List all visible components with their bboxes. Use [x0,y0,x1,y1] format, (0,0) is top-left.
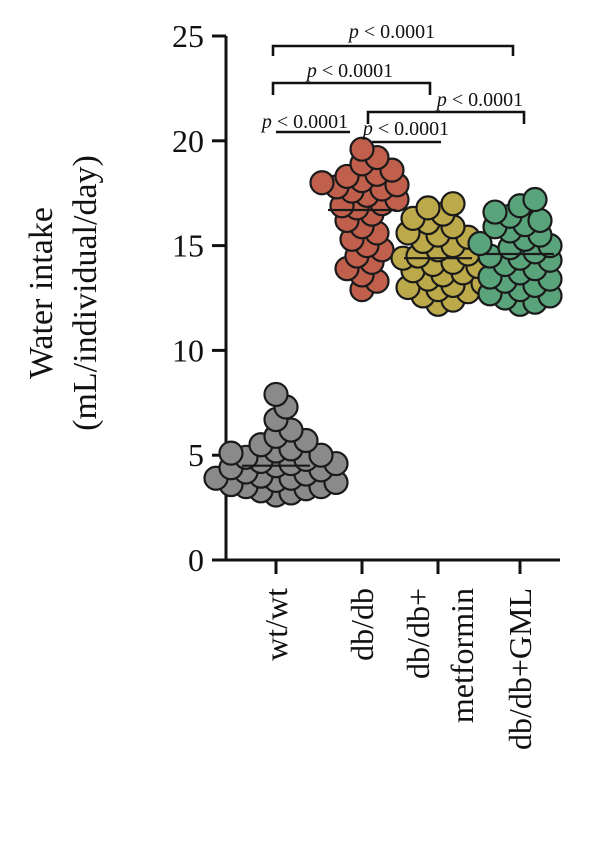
p-value-label-3: p < 0.0001 [260,111,348,133]
point-0-9 [308,442,334,468]
point-3-4 [527,207,553,234]
mean-lines [242,208,554,467]
category-label-2-0: db/db+ [400,588,436,679]
category-labels: wt/wt db/db db/db+ metformin db/db+GML [258,588,538,750]
y-tick-label-25: 25 [172,18,204,54]
bracket-0 [271,44,515,56]
bracket-2 [366,110,526,124]
p-value-text-1: < 0.0001 [317,60,393,82]
point-0-8 [218,440,244,466]
y-axis-title-line2: (mL/individual/day) [67,155,104,431]
p-value-label-4: p < 0.0001 [361,118,449,140]
y-tick-label-20: 20 [172,123,204,159]
p-value-symbol-2: p [435,89,447,111]
point-3-2 [482,199,508,225]
p-value-symbol-3: p [260,111,272,133]
category-label-1-0: db/db [344,588,380,661]
category-label-2-1: metformin [444,588,480,723]
p-value-symbol-0: p [347,21,359,43]
point-2-1 [415,195,441,221]
category-label-0-0: wt/wt [258,588,294,661]
bracket-1 [271,81,432,95]
p-value-label-0: p < 0.0001 [347,21,435,43]
p-value-text-0: < 0.0001 [359,21,435,43]
category-label-3-0: db/db+GML [502,588,538,750]
y-tick-label-15: 15 [172,228,204,264]
axes: 0 5 10 15 20 25 [172,18,560,578]
point-0-0 [263,381,289,408]
p-value-symbol-4: p [361,118,373,140]
data-points [203,136,563,508]
point-1-0 [349,136,375,162]
p-value-text-3: < 0.0001 [272,111,348,133]
p-value-text-4: < 0.0001 [373,118,449,140]
y-tick-label-5: 5 [188,437,204,473]
p-value-symbol-1: p [305,60,317,82]
point-1-6 [309,170,335,196]
p-value-text-2: < 0.0001 [447,89,523,111]
point-3-0 [522,186,548,213]
y-axis-title: Water intake (mL/individual/day) [23,155,104,431]
p-value-label-2: p < 0.0001 [435,89,523,111]
point-3-9 [467,230,493,257]
y-axis-title-line1: Water intake [23,207,60,379]
p-value-label-1: p < 0.0001 [305,60,393,82]
y-tick-label-0: 0 [188,542,204,578]
point-2-0 [440,191,466,217]
y-tick-label-10: 10 [172,332,204,368]
